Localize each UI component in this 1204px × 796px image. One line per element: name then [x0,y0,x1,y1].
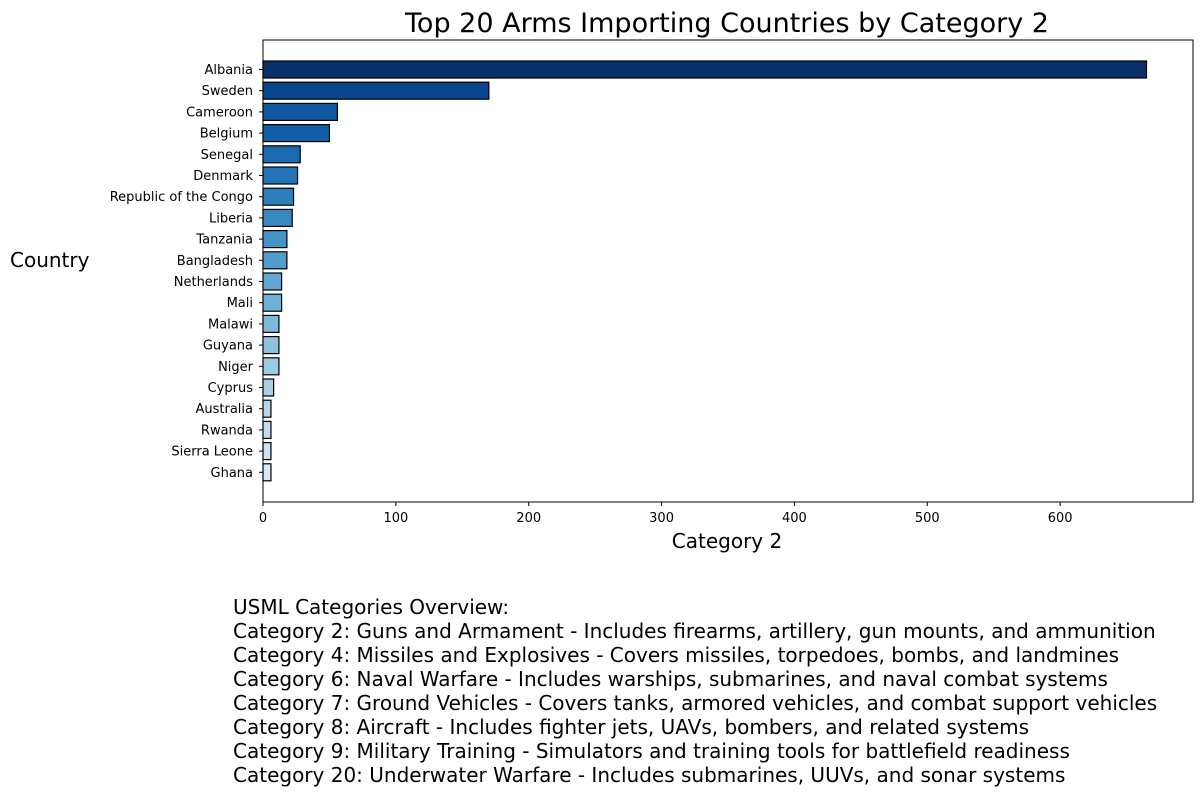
notes-line: Category 6: Naval Warfare - Includes war… [233,667,1108,691]
x-tick-label: 500 [915,511,940,526]
notes-line: Category 7: Ground Vehicles - Covers tan… [233,691,1158,715]
x-tick-label: 200 [516,511,541,526]
notes-line: Category 2: Guns and Armament - Includes… [233,619,1156,643]
y-tick-label: Liberia [209,211,253,226]
y-axis-label: Country [10,248,90,272]
bar [262,230,288,249]
bar [262,272,283,291]
y-tick-label: Denmark [193,169,253,184]
y-tick-label: Belgium [200,127,253,142]
bar [262,166,299,185]
y-tick-label: Republic of the Congo [110,190,253,205]
bar [262,208,293,227]
x-tick-label: 400 [782,511,807,526]
x-tick-label: 600 [1048,511,1073,526]
y-tick-label: Albania [204,63,253,78]
y-tick-label: Cameroon [186,105,253,120]
x-tick-label: 0 [259,511,267,526]
x-tick-labels: 0 100 200 300 400 500 600 [259,502,1073,526]
bar [262,81,490,100]
bar [262,336,280,355]
bar [262,399,272,418]
y-tick-label: Bangladesh [177,254,253,269]
bar [262,293,283,312]
y-tick-label: Mali [227,296,253,311]
x-axis-label: Category 2 [672,529,782,553]
y-tick-label: Tanzania [195,233,253,248]
bar [262,357,280,376]
bar [262,145,301,164]
y-tick-label: Malawi [208,317,253,332]
y-tick-label: Ghana [211,466,254,481]
bar [262,102,339,122]
bar [262,251,288,270]
bar [262,463,272,482]
y-tick-label: Cyprus [208,381,254,396]
bar [262,123,331,143]
notes-line: Category 4: Missiles and Explosives - Co… [233,643,1120,667]
bars-group [262,60,1148,482]
bar [262,187,295,206]
bar [262,314,280,333]
y-tick-label: Australia [195,402,253,417]
y-tick-label: Sweden [202,84,253,99]
notes-line: Category 20: Underwater Warfare - Includ… [233,763,1066,787]
notes-line: Category 9: Military Training - Simulato… [233,739,1070,763]
usml-categories-notes: USML Categories Overview: Category 2: Gun… [233,595,1157,787]
notes-line: USML Categories Overview: [233,595,510,619]
plot-frame [262,39,1194,503]
y-tick-label: Netherlands [174,275,253,290]
bar [262,420,272,439]
x-tick-label: 300 [649,511,674,526]
y-tick-label: Guyana [203,339,253,354]
y-tick-label: Senegal [201,148,253,163]
bar [262,378,275,397]
bar [262,442,272,461]
y-tick-label: Sierra Leone [171,445,253,460]
y-tick-label: Niger [218,360,254,375]
chart-title: Top 20 Arms Importing Countries by Categ… [404,8,1049,39]
x-tick-label: 100 [383,511,408,526]
notes-line: Category 8: Aircraft - Includes fighter … [233,715,1030,739]
y-tick-label: Rwanda [201,423,253,438]
y-tick-labels: Albania Sweden Cameroon Belgium Senegal Denma… [110,63,263,481]
bar [262,60,1148,79]
